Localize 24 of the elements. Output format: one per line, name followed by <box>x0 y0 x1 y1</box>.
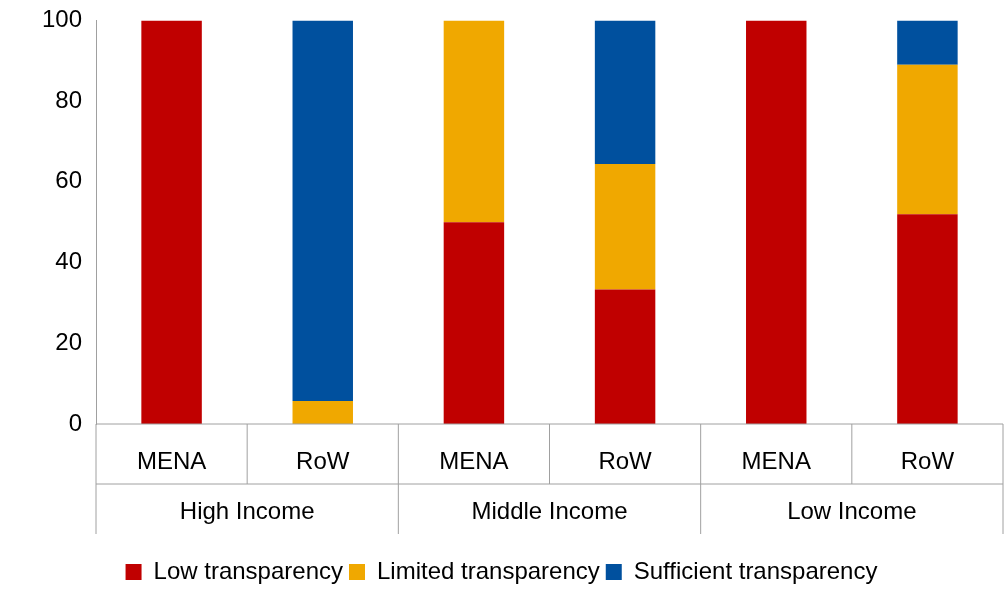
bar <box>746 20 807 424</box>
y-tick-label: 60 <box>55 166 82 194</box>
y-tick-label: 0 <box>68 408 82 436</box>
text: Low Income <box>787 496 917 524</box>
bar <box>443 20 505 223</box>
y-tick-label: 80 <box>55 85 82 113</box>
bar <box>594 20 656 165</box>
legend-label: Sufficient transparency <box>633 556 878 584</box>
legend-label: Limited transparency <box>376 556 600 584</box>
bar <box>594 164 656 290</box>
bar <box>594 289 656 424</box>
text: High Income <box>179 496 315 524</box>
y-tick-label: 20 <box>55 327 82 355</box>
y-tick-label: 100 <box>41 5 82 33</box>
bar <box>141 20 202 424</box>
bar <box>292 20 353 401</box>
bar <box>443 222 505 424</box>
text: Middle Income <box>471 496 628 524</box>
y-tick-label: 40 <box>55 247 82 275</box>
legend-label: Low transparency <box>153 556 343 584</box>
bar <box>897 20 958 65</box>
bar <box>292 401 353 424</box>
bar <box>897 214 958 424</box>
bar <box>897 64 958 215</box>
